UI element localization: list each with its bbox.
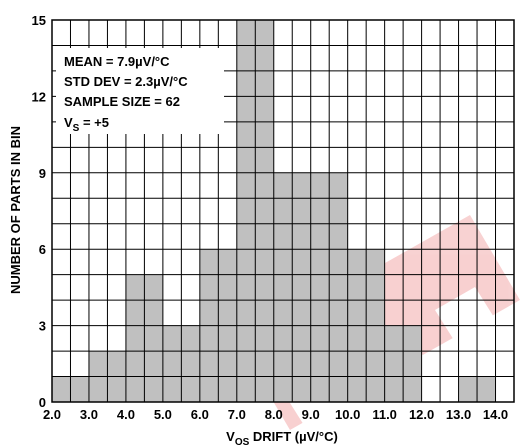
y-tick-labels: 0 3 6 9 12 15	[32, 13, 46, 410]
x-tick-label: 4.0	[117, 407, 135, 422]
y-tick-label: 6	[39, 242, 46, 257]
x-tick-label: 6.0	[191, 407, 209, 422]
x-tick-label: 7.0	[228, 407, 246, 422]
y-tick-label: 0	[39, 395, 46, 410]
x-tick-label: 11.0	[372, 407, 397, 422]
x-tick-label: 12.0	[409, 407, 434, 422]
y-tick-label: 15	[32, 13, 46, 28]
mean-label: MEAN = 7.9µV/°C	[64, 54, 170, 69]
grid-lines	[52, 20, 514, 402]
x-tick-label: 8.0	[265, 407, 283, 422]
y-axis-title: NUMBER OF PARTS IN BIN	[8, 126, 23, 294]
x-axis-title: VOS DRIFT (µV/°C)	[226, 429, 338, 448]
y-tick-label: 12	[32, 89, 46, 104]
x-tick-label: 14.0	[483, 407, 508, 422]
x-tick-label: 3.0	[80, 407, 98, 422]
x-tick-label: 13.0	[446, 407, 471, 422]
x-tick-label: 9.0	[302, 407, 320, 422]
x-tick-label: 2.0	[43, 407, 61, 422]
y-tick-label: 3	[39, 319, 46, 334]
x-tick-label: 10.0	[335, 407, 360, 422]
x-tick-label: 5.0	[154, 407, 172, 422]
stats-box	[56, 48, 224, 134]
x-tick-labels: 2.0 3.0 4.0 5.0 6.0 7.0 8.0 9.0 10.0 11.0 12.0 13.0…	[43, 407, 508, 422]
supply-voltage-label: VS = +5	[64, 115, 109, 134]
sample-size-label: SAMPLE SIZE = 62	[64, 94, 180, 109]
std-dev-label: STD DEV = 2.3µV/°C	[64, 74, 188, 89]
y-tick-label: 9	[39, 166, 46, 181]
plot-frame	[51, 19, 515, 403]
